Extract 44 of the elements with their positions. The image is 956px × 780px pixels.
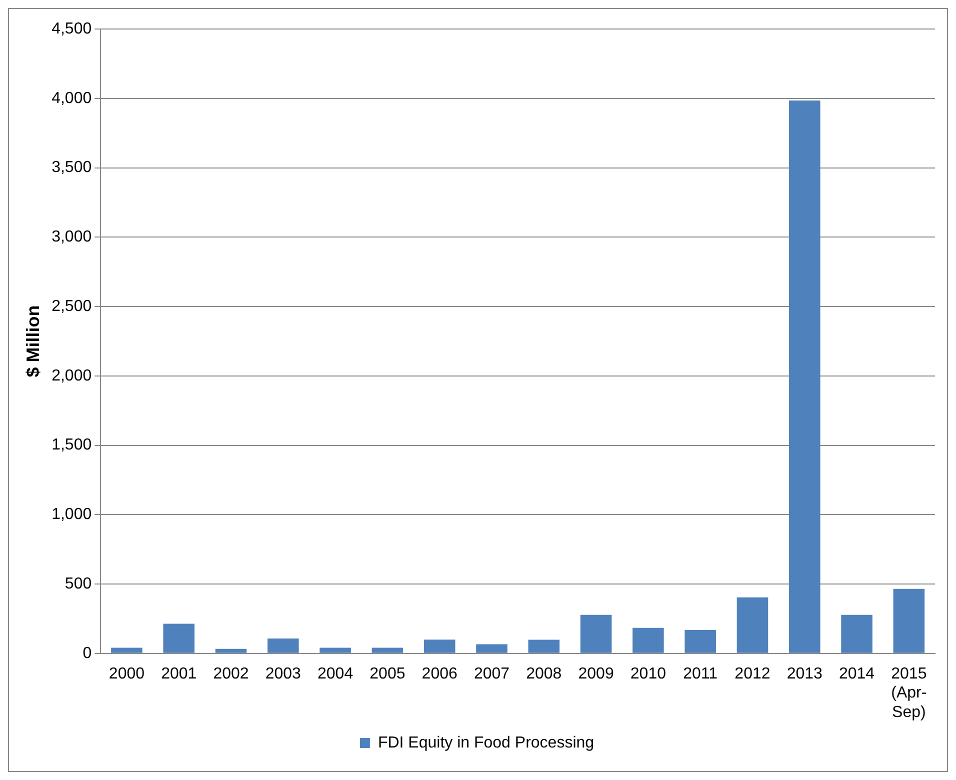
x-tick-label: 2002 — [213, 665, 249, 682]
bar — [424, 640, 456, 653]
x-tick-label: 2007 — [474, 665, 510, 682]
bar — [893, 588, 925, 653]
bar — [528, 640, 560, 653]
y-tick-label: 3,000 — [52, 228, 92, 246]
bar — [163, 624, 195, 653]
y-tick-label: 4,000 — [52, 90, 92, 107]
x-tick-label: 2015 (Apr- Sep) — [891, 665, 927, 721]
bar — [111, 648, 142, 653]
x-tick-label: 2003 — [265, 665, 302, 682]
x-tick-label: 2014 — [838, 665, 875, 682]
y-tick-label: 2,500 — [52, 298, 92, 315]
y-tick-label: 1,500 — [52, 436, 92, 454]
y-tick-label: 3,500 — [52, 159, 92, 176]
x-tick-label: 2012 — [734, 665, 770, 682]
x-tick-label: 2008 — [526, 665, 562, 682]
x-tick-label: 2010 — [630, 665, 666, 682]
bar — [215, 648, 247, 653]
bar — [788, 100, 820, 653]
bar — [320, 648, 351, 653]
bar — [632, 628, 664, 653]
y-tick-label: 500 — [64, 575, 92, 592]
bar — [580, 614, 612, 653]
x-tick-label: 2006 — [422, 665, 458, 682]
y-axis-title: $ Million — [22, 305, 43, 378]
bar — [684, 630, 716, 653]
x-tick-label: 2000 — [108, 665, 145, 682]
y-tick-label: 0 — [82, 644, 92, 662]
y-tick-label: 2,000 — [52, 367, 92, 384]
bar — [372, 648, 404, 653]
bar — [841, 614, 872, 653]
x-tick-label: 2004 — [318, 665, 354, 682]
bar — [736, 597, 768, 653]
x-tick-label: 2009 — [578, 665, 614, 682]
bar — [268, 638, 299, 653]
x-tick-label: 2011 — [683, 665, 718, 682]
legend-label: FDI Equity in Food Processing — [378, 734, 594, 752]
y-tick-label: 1,000 — [52, 506, 92, 524]
y-tick-label: 4,500 — [52, 20, 92, 38]
x-tick-label: 2005 — [370, 665, 406, 682]
x-tick-label: 2001 — [161, 665, 197, 682]
x-tick-label: 2013 — [786, 665, 823, 682]
bar — [476, 644, 508, 653]
